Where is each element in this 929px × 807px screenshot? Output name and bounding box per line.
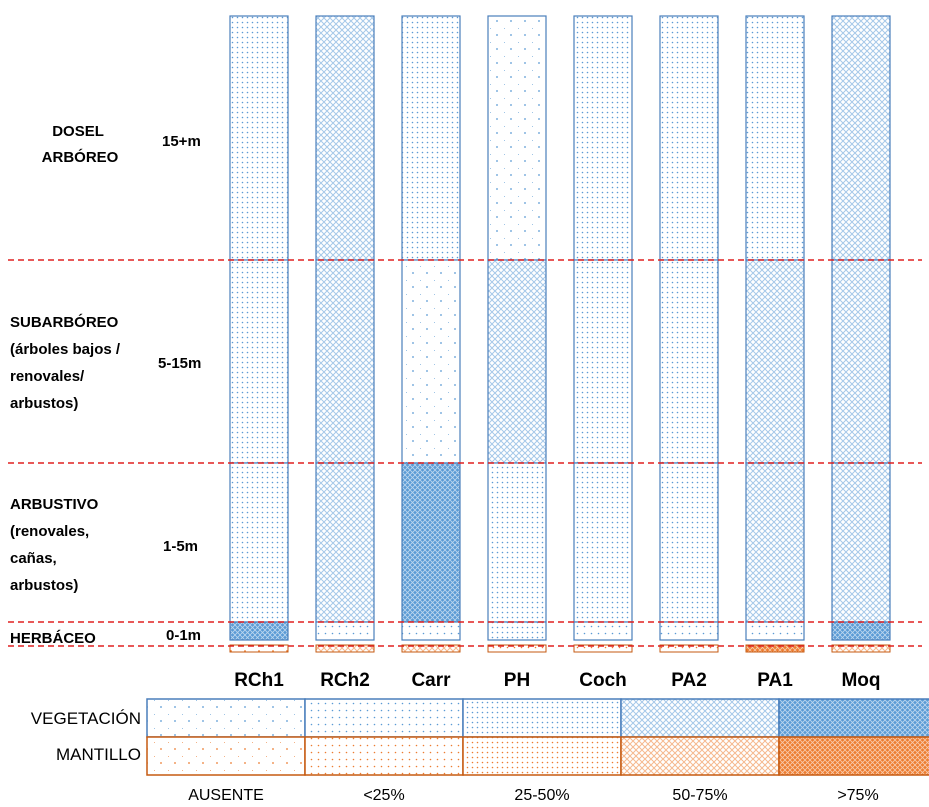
- site-label-coch: Coch: [579, 670, 627, 691]
- segment-subarboreo-pa1: [745, 259, 805, 464]
- legend-level-label-3: 50-75%: [672, 787, 727, 804]
- segment-herbaceo-moq: [831, 621, 891, 641]
- segment-mantillo-pa1: [745, 644, 805, 653]
- height-label-herbaceo: 0-1m: [166, 627, 201, 644]
- stratum-label-herbaceo: HERBÁCEO: [10, 630, 96, 647]
- legend-row-label-mantillo: MANTILLO: [56, 745, 141, 764]
- legend-swatch-mantillo-1: [304, 736, 464, 776]
- stratum-label-subarboreo: SUBARBÓREO (árboles bajos / renovales/ a…: [10, 313, 124, 412]
- segment-mantillo-pa2: [659, 644, 719, 653]
- stratum-dividers: [8, 259, 922, 647]
- segment-mantillo-coch: [573, 644, 633, 653]
- legend-swatch-vegetacion-0: [146, 698, 306, 738]
- segment-arbustivo-pa2: [659, 462, 719, 623]
- height-label-subarboreo: 5-15m: [158, 355, 201, 372]
- segment-subarboreo-ph: [487, 259, 547, 464]
- site-label-rch2: RCh2: [320, 670, 370, 691]
- segment-arbustivo-moq: [831, 462, 891, 623]
- site-column-pa2: [659, 15, 719, 653]
- legend-swatch-mantillo-3: [620, 736, 780, 776]
- stratum-label-dosel: DOSEL ARBÓREO: [42, 123, 119, 166]
- segment-mantillo-rch2: [315, 644, 375, 653]
- segment-arbustivo-rch2: [315, 462, 375, 623]
- site-label-ph: PH: [504, 670, 530, 691]
- legend-swatch-mantillo-2: [462, 736, 622, 776]
- site-label-rch1: RCh1: [234, 670, 284, 691]
- site-column-rch1: [229, 15, 289, 653]
- segment-herbaceo-ph: [487, 621, 547, 641]
- height-label-arbustivo: 1-5m: [163, 538, 198, 555]
- segment-herbaceo-rch2: [315, 621, 375, 641]
- cover-legend: VEGETACIÓN MANTILLO AUSENTE <25% 25-50% 50-…: [31, 698, 929, 804]
- segment-herbaceo-pa1: [745, 621, 805, 641]
- segment-mantillo-ph: [487, 644, 547, 653]
- segment-arbustivo-ph: [487, 462, 547, 623]
- segment-subarboreo-rch1: [229, 259, 289, 464]
- site-column-pa1: [745, 15, 805, 653]
- legend-swatch-vegetacion-3: [620, 698, 780, 738]
- segment-subarboreo-pa2: [659, 259, 719, 464]
- segment-arbustivo-coch: [573, 462, 633, 623]
- site-column-coch: [573, 15, 633, 653]
- site-labels: RCh1 RCh2 Carr PH Coch PA2 PA1 Moq: [234, 670, 880, 691]
- segment-dosel-moq: [831, 15, 891, 261]
- site-column-carr: [401, 15, 461, 653]
- legend-swatch-vegetacion-1: [304, 698, 464, 738]
- legend-level-label-2: 25-50%: [514, 787, 569, 804]
- legend-level-label-1: <25%: [363, 787, 404, 804]
- segment-dosel-coch: [573, 15, 633, 261]
- legend-level-labels: AUSENTE <25% 25-50% 50-75% >75%: [188, 787, 878, 804]
- legend-swatch-mantillo-4: [778, 736, 929, 776]
- segment-herbaceo-rch1: [229, 621, 289, 641]
- height-label-dosel: 15+m: [162, 133, 201, 150]
- segment-subarboreo-rch2: [315, 259, 375, 464]
- height-labels: 15+m 5-15m 1-5m 0-1m: [158, 133, 201, 644]
- stratum-label-arbustivo: ARBUSTIVO (renovales, cañas, arbustos): [10, 496, 103, 594]
- segment-dosel-pa1: [745, 15, 805, 261]
- legend-swatch-vegetacion-4: [778, 698, 929, 738]
- site-column-moq: [831, 15, 891, 653]
- site-label-moq: Moq: [841, 670, 880, 691]
- segment-herbaceo-carr: [401, 621, 461, 641]
- segment-subarboreo-coch: [573, 259, 633, 464]
- segment-mantillo-rch1: [229, 644, 289, 653]
- site-column-rch2: [315, 15, 375, 653]
- site-column-ph: [487, 15, 547, 653]
- segment-dosel-rch2: [315, 15, 375, 261]
- segment-herbaceo-pa2: [659, 621, 719, 641]
- segment-herbaceo-coch: [573, 621, 633, 641]
- segment-dosel-rch1: [229, 15, 289, 261]
- legend-row-label-vegetacion: VEGETACIÓN: [31, 709, 141, 728]
- site-label-pa1: PA1: [757, 670, 793, 691]
- segment-subarboreo-moq: [831, 259, 891, 464]
- legend-swatch-vegetacion-2: [462, 698, 622, 738]
- segment-arbustivo-pa1: [745, 462, 805, 623]
- segment-subarboreo-carr: [401, 259, 461, 464]
- segment-dosel-ph: [487, 15, 547, 261]
- segment-mantillo-carr: [401, 644, 461, 653]
- legend-swatch-mantillo-0: [146, 736, 306, 776]
- site-label-pa2: PA2: [671, 670, 707, 691]
- segment-dosel-pa2: [659, 15, 719, 261]
- stratum-labels: DOSEL ARBÓREO SUBARBÓREO (árboles bajos …: [10, 123, 124, 647]
- segment-arbustivo-carr: [401, 462, 461, 623]
- legend-level-label-0: AUSENTE: [188, 787, 264, 804]
- legend-swatches: [146, 698, 929, 776]
- site-columns: [229, 15, 891, 653]
- segment-dosel-carr: [401, 15, 461, 261]
- site-label-carr: Carr: [411, 670, 451, 691]
- segment-arbustivo-rch1: [229, 462, 289, 623]
- legend-level-label-4: >75%: [837, 787, 878, 804]
- segment-mantillo-moq: [831, 644, 891, 653]
